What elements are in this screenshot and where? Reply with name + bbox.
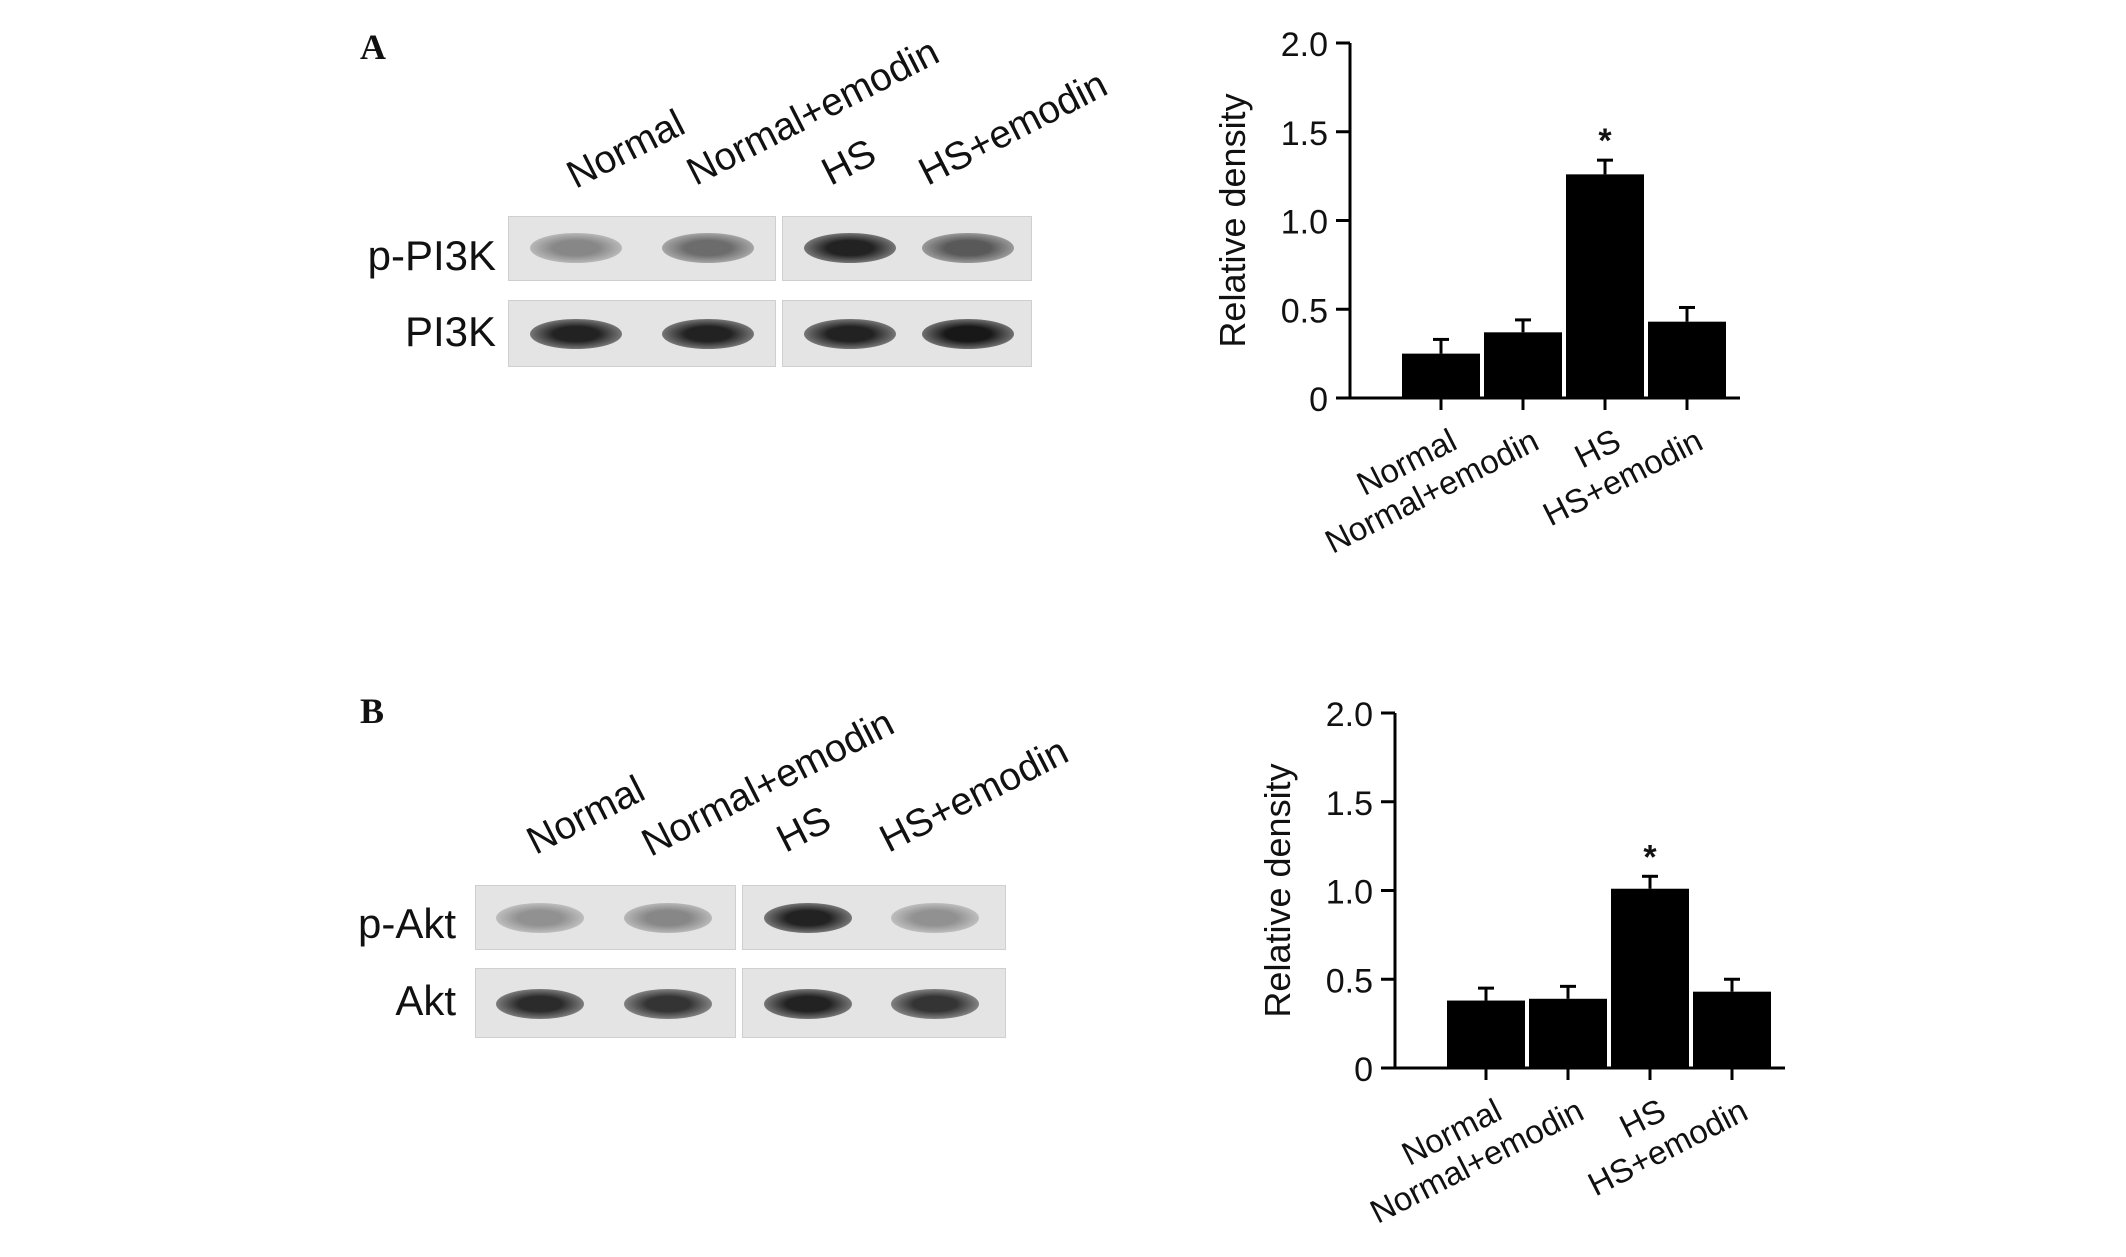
panel-b-row-label-akt: Akt	[395, 977, 456, 1024]
chart-a-bar	[1566, 174, 1644, 398]
chart-a-y-tick-label: 2.0	[1281, 26, 1328, 64]
chart-a-y-tick-label: 1.5	[1281, 115, 1328, 153]
chart-a-bar	[1648, 321, 1726, 398]
panel-a-letter: A	[360, 27, 386, 67]
chart-a-y-tick-label: 0.5	[1281, 292, 1328, 330]
blot-band	[662, 233, 754, 263]
chart-b-bar	[1447, 1000, 1525, 1068]
chart-b-y-tick-label: 0.5	[1326, 962, 1373, 1000]
chart-b-y-tick-label: 1.5	[1326, 785, 1373, 823]
chart-b-bar	[1529, 998, 1607, 1068]
blot-band	[496, 989, 584, 1019]
blot-band	[530, 319, 622, 349]
blot-band	[624, 903, 712, 933]
panel-b-letter: B	[360, 691, 385, 731]
blot-band	[662, 319, 754, 349]
blot-band	[496, 903, 584, 933]
chart-a-y-tick-label: 0	[1309, 381, 1328, 419]
panel-b-lane-label-normal-emodin: Normal+emodin	[635, 701, 901, 866]
chart-b-bar	[1693, 991, 1771, 1068]
blot-band	[530, 233, 622, 263]
chart-b-y-axis-label: Relative density	[1257, 763, 1298, 1017]
chart-a-bar	[1484, 332, 1562, 398]
chart-a-y-axis-label: Relative density	[1212, 93, 1253, 347]
panel-b-lane-label-normal: Normal	[520, 767, 652, 864]
chart-a-significance-marker: *	[1598, 122, 1612, 160]
chart-a-y-tick-label: 1.0	[1281, 204, 1328, 242]
chart-b-bar	[1611, 888, 1689, 1068]
panel-a-row-label-p-pi3k: p-PI3K	[367, 232, 496, 279]
chart-b-x-tick-label: HS+emodin	[1582, 1091, 1753, 1203]
blot-band	[891, 903, 979, 933]
chart-a-bar	[1402, 353, 1480, 398]
chart-b-significance-marker: *	[1643, 838, 1657, 876]
panel-a-row-label-pi3k: PI3K	[404, 308, 496, 355]
chart-b-y-tick-label: 2.0	[1326, 696, 1373, 734]
panel-a-lane-label-hs-emodin: HS+emodin	[912, 62, 1115, 195]
blot-band	[764, 989, 852, 1019]
blot-band	[624, 989, 712, 1019]
panel-a-lane-label-hs: HS	[815, 131, 883, 195]
panel-b-row-label-p-akt: p-Akt	[357, 900, 456, 947]
chart-b-y-tick-label: 1.0	[1326, 874, 1373, 912]
blot-band	[891, 989, 979, 1019]
panel-a-lane-label-normal: Normal	[560, 101, 692, 198]
panel-a-lane-label-normal-emodin: Normal+emodin	[680, 30, 946, 195]
blot-band	[804, 233, 896, 263]
blot-band	[922, 233, 1014, 263]
panel-b-lane-label-hs-emodin: HS+emodin	[873, 729, 1076, 862]
panel-b-lane-label-hs: HS	[770, 798, 838, 862]
blot-band	[922, 319, 1014, 349]
blot-band	[804, 319, 896, 349]
chart-a-x-tick-label: HS+emodin	[1537, 421, 1708, 533]
blot-band	[764, 903, 852, 933]
chart-b-y-tick-label: 0	[1354, 1051, 1373, 1089]
